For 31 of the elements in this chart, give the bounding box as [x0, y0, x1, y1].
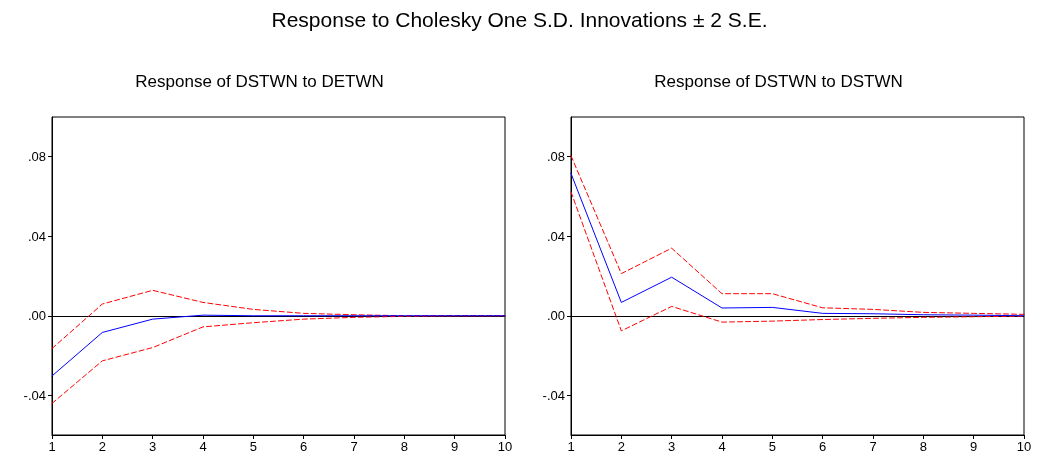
y-tick-label: .04 [27, 228, 46, 244]
x-tick-label: 7 [869, 439, 877, 454]
x-tick-label: 10 [1016, 439, 1032, 454]
x-tick-label: 3 [668, 439, 676, 454]
x-tick-label: 2 [98, 439, 106, 454]
x-tick-label: 4 [718, 439, 726, 454]
y-tick-label: .08 [27, 149, 46, 165]
x-tick-label: 7 [350, 439, 358, 454]
chart-subtitle: Response of DSTWN to DETWN [135, 72, 384, 91]
y-tick-label: .08 [546, 149, 565, 165]
x-tick-label: 5 [768, 439, 776, 454]
x-tick-label: 6 [300, 439, 308, 454]
x-tick-label: 3 [149, 439, 157, 454]
x-tick-label: 9 [451, 439, 459, 454]
y-tick-label: .00 [27, 308, 46, 324]
x-tick-label: 8 [400, 439, 408, 454]
y-tick-label: .00 [546, 308, 565, 324]
y-tick-label: .04 [546, 228, 565, 244]
x-tick-label: 4 [199, 439, 207, 454]
x-tick-label: 6 [819, 439, 827, 454]
y-tick-label: -.04 [542, 387, 565, 403]
x-tick-label: 1 [567, 439, 575, 454]
x-tick-label: 9 [970, 439, 978, 454]
x-tick-label: 10 [497, 439, 513, 454]
x-tick-label: 5 [249, 439, 257, 454]
x-tick-label: 1 [48, 439, 56, 454]
chart-title: Response of DSTWN to DSTWN [654, 72, 903, 91]
x-tick-label: 2 [617, 439, 625, 454]
y-tick-label: -.04 [23, 387, 46, 403]
x-tick-label: 8 [919, 439, 927, 454]
chart-title: Response to Cholesky One S.D. Innovations ± 2 S.E. [270, 8, 769, 32]
